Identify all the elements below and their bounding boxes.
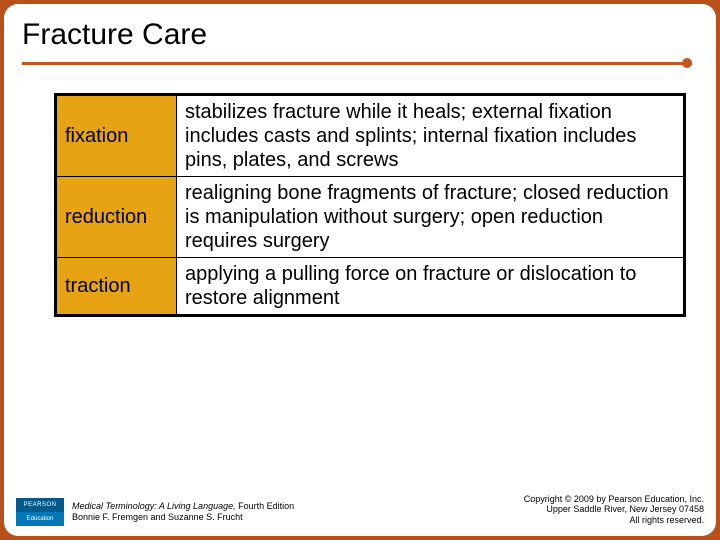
title-underline [22, 62, 692, 65]
logo-bottom-text: Education [16, 512, 64, 526]
copyright-line: All rights reserved. [524, 515, 704, 526]
copyright-line: Copyright © 2009 by Pearson Education, I… [524, 494, 704, 505]
definition-cell: applying a pulling force on fracture or … [177, 258, 684, 315]
table-row: fixation stabilizes fracture while it he… [57, 96, 684, 177]
term-cell: reduction [57, 177, 177, 258]
book-info: Medical Terminology: A Living Language, … [72, 501, 294, 523]
copyright-block: Copyright © 2009 by Pearson Education, I… [524, 494, 704, 526]
footer-left: PEARSON Education Medical Terminology: A… [16, 498, 294, 526]
logo-top-text: PEARSON [16, 498, 64, 512]
book-edition: Fourth Edition [236, 501, 295, 511]
book-title: Medical Terminology: A Living Language, [72, 501, 236, 511]
book-authors: Bonnie F. Fremgen and Suzanne S. Frucht [72, 512, 294, 523]
pearson-logo: PEARSON Education [16, 498, 64, 526]
term-cell: fixation [57, 96, 177, 177]
slide-title: Fracture Care [4, 4, 716, 62]
footer: PEARSON Education Medical Terminology: A… [16, 494, 704, 526]
table-row: traction applying a pulling force on fra… [57, 258, 684, 315]
term-cell: traction [57, 258, 177, 315]
copyright-line: Upper Saddle River, New Jersey 07458 [524, 504, 704, 515]
slide-frame: Fracture Care fixation stabilizes fractu… [4, 4, 716, 536]
definition-table: fixation stabilizes fracture while it he… [54, 93, 686, 317]
definition-cell: realigning bone fragments of fracture; c… [177, 177, 684, 258]
definition-cell: stabilizes fracture while it heals; exte… [177, 96, 684, 177]
table-row: reduction realigning bone fragments of f… [57, 177, 684, 258]
